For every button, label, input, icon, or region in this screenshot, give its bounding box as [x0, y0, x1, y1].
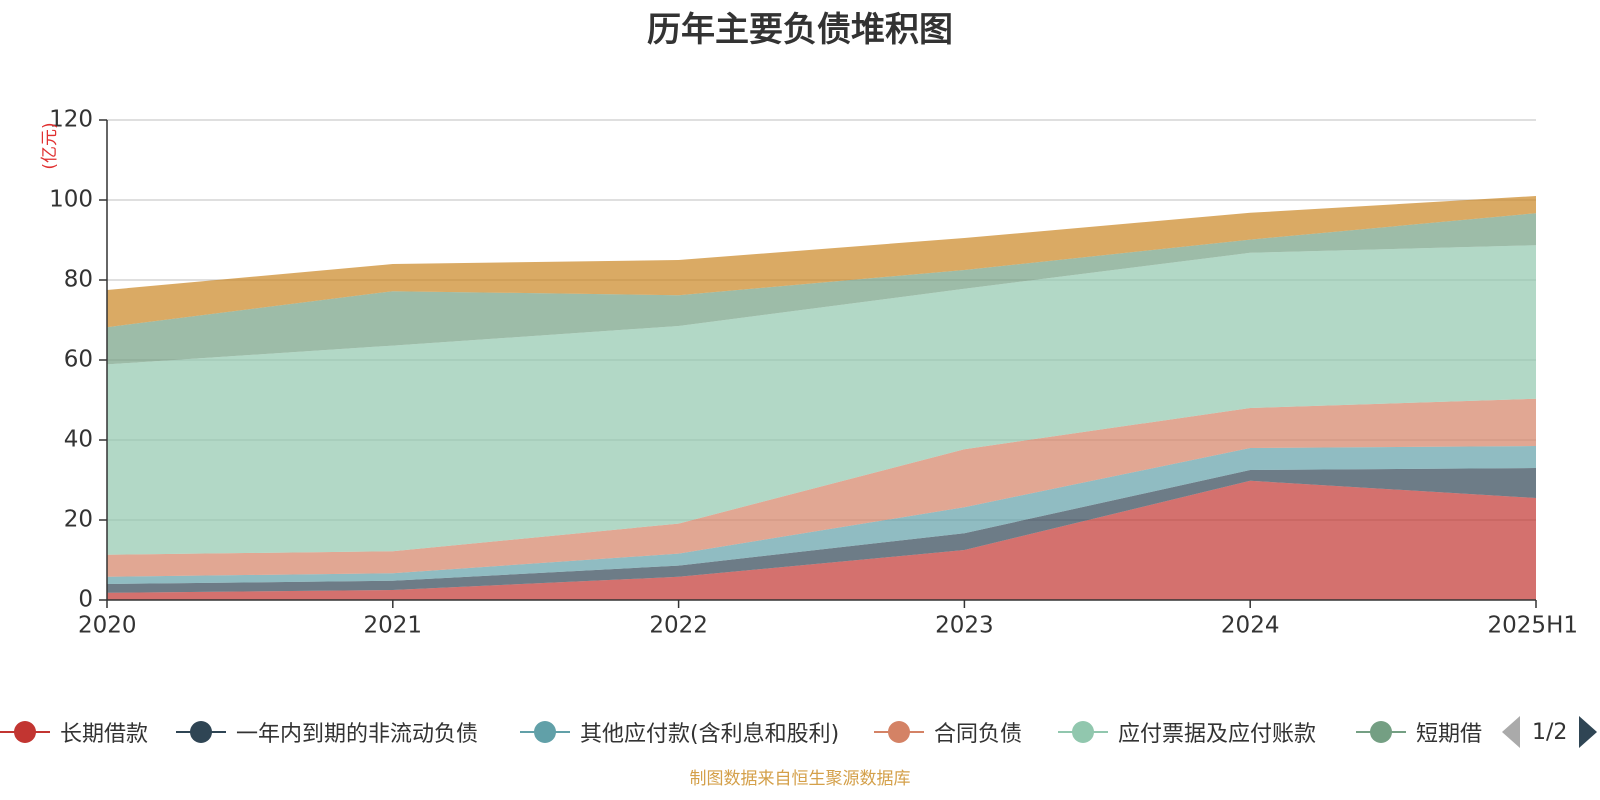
legend: 长期借款 一年内到期的非流动负债 其他应付款(含利息和股利) 合同负债 应付票据及应付账…	[0, 712, 1600, 752]
area-series-1[interactable]	[107, 468, 1536, 593]
x-tick-label: 2020	[78, 613, 137, 639]
legend-marker-dot	[888, 721, 910, 743]
legend-marker-icon	[0, 712, 50, 752]
unit-label: (亿元)	[40, 122, 60, 169]
legend-label: 应付票据及应付账款	[1118, 722, 1317, 747]
legend-label: 一年内到期的非流动负债	[236, 722, 479, 747]
area-series	[107, 196, 1536, 600]
legend-marker-icon	[176, 712, 226, 752]
legend-label: 合同负债	[934, 722, 1023, 747]
y-tick-label: 120	[49, 107, 93, 133]
area-series-5[interactable]	[107, 213, 1536, 365]
triangle-left-icon[interactable]	[1502, 716, 1520, 748]
source-note: 制图数据来自恒生聚源数据库	[689, 769, 911, 789]
legend-marker-icon	[520, 712, 570, 752]
y-tick-label: 0	[78, 587, 93, 613]
legend-marker-dot	[190, 721, 212, 743]
legend-marker-dot	[1072, 721, 1094, 743]
chart-plot: 0 20 40 60 80 100 120 2020 2021 2022 2023 2024 2025H…	[40, 107, 1578, 639]
legend-marker-dot	[1370, 721, 1392, 743]
triangle-right-icon[interactable]	[1579, 716, 1598, 748]
x-tick-label: 2025H1	[1488, 613, 1578, 639]
legend-item[interactable]: 合同负债	[874, 712, 1022, 752]
y-tick-label: 40	[64, 427, 93, 453]
legend-label: 长期借款	[60, 722, 149, 747]
legend-marker-dot	[534, 721, 556, 743]
x-tick-label: 2021	[364, 613, 423, 639]
legend-marker-icon	[1356, 712, 1406, 752]
area-series-2[interactable]	[107, 446, 1536, 584]
legend-marker-dot	[14, 721, 36, 743]
area-series-6[interactable]	[107, 196, 1536, 328]
legend-item[interactable]: 一年内到期的非流动负债	[176, 712, 478, 752]
tick-labels: 0 20 40 60 80 100 120 2020 2021 2022 2023 2024 2025H…	[49, 107, 1578, 639]
legend-pager: 1/2	[1502, 712, 1598, 752]
y-tick-label: 100	[49, 187, 93, 213]
x-tick-label: 2024	[1221, 613, 1280, 639]
legend-item[interactable]: 其他应付款(含利息和股利)	[520, 712, 839, 752]
legend-label: 短期借	[1416, 722, 1483, 747]
legend-item[interactable]: 短期借	[1356, 712, 1490, 752]
legend-item[interactable]: 应付票据及应付账款	[1058, 712, 1316, 752]
x-tick-label: 2022	[649, 613, 708, 639]
legend-marker-icon	[874, 712, 924, 752]
area-series-4[interactable]	[107, 245, 1536, 555]
chart-title: 历年主要负债堆积图	[647, 10, 953, 50]
legend-page-indicator: 1/2	[1532, 719, 1568, 745]
y-tick-label: 20	[64, 507, 93, 533]
y-tick-label: 60	[64, 347, 93, 373]
legend-label: 其他应付款(含利息和股利)	[580, 722, 840, 747]
y-tick-label: 80	[64, 267, 93, 293]
area-series-0[interactable]	[107, 480, 1536, 600]
legend-marker-icon	[1058, 712, 1108, 752]
x-tick-label: 2023	[935, 613, 994, 639]
area-series-3[interactable]	[107, 398, 1536, 577]
legend-item[interactable]: 长期借款	[0, 712, 148, 752]
